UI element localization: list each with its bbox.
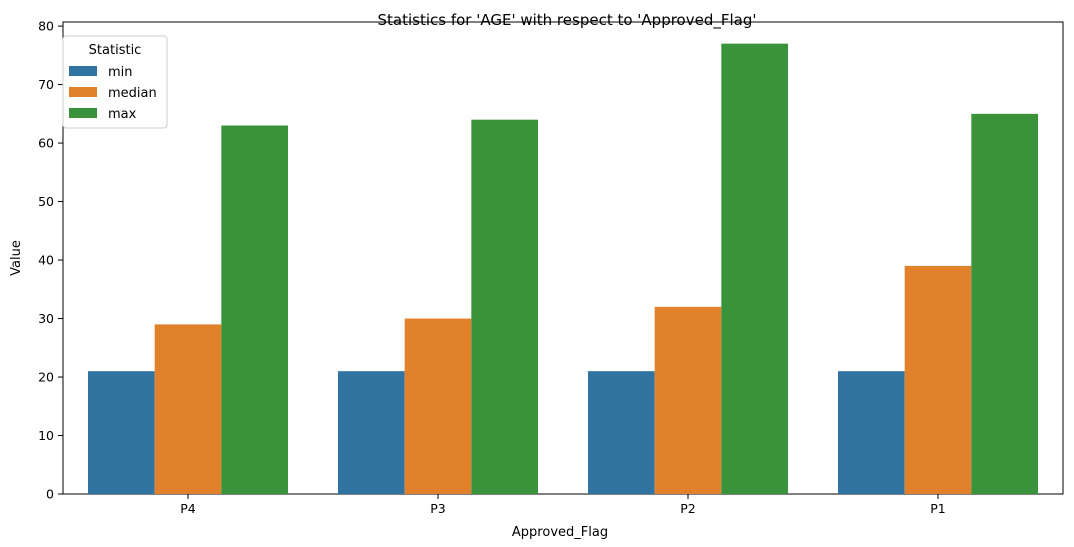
bars: [88, 43, 1038, 495]
bar-median-p3: [404, 318, 472, 494]
bar-max-p3: [471, 119, 538, 495]
plot-area: [62, 21, 1064, 495]
y-tick-label: 40: [38, 253, 54, 268]
y-tick-label: 0: [46, 487, 54, 502]
bar-min-p4: [88, 371, 155, 494]
bar-min-p3: [338, 371, 405, 494]
y-axis: 0 10 20 30 40 50 60 70 80: [38, 19, 63, 502]
legend-title: Statistic: [89, 43, 142, 58]
bar-max-p2: [721, 43, 788, 494]
x-tick-label-p3: P3: [430, 501, 446, 516]
legend-swatch-max: [69, 108, 97, 118]
legend-label-max: max: [108, 107, 137, 122]
y-tick-label: 10: [38, 428, 54, 443]
y-axis-label: Value: [9, 240, 24, 276]
bar-median-p1: [904, 265, 972, 494]
y-tick-label: 70: [38, 77, 54, 92]
y-tick-label: 50: [38, 194, 54, 209]
bar-max-p1: [971, 113, 1038, 494]
y-tick-label: 20: [38, 370, 54, 385]
legend-label-median: median: [108, 86, 157, 101]
x-tick-label-p2: P2: [680, 501, 696, 516]
x-axis: P4 P3 P2 P1: [180, 494, 946, 516]
legend-swatch-min: [69, 66, 97, 76]
x-tick-label-p1: P1: [930, 501, 946, 516]
bar-median-p4: [154, 324, 222, 494]
legend-swatch-median: [69, 87, 97, 97]
legend: Statistic min median max: [62, 35, 168, 129]
y-tick-label: 30: [38, 311, 54, 326]
bar-max-p4: [221, 125, 288, 495]
legend-label-min: min: [108, 65, 133, 80]
legend-box: [62, 35, 168, 129]
y-tick-label: 60: [38, 136, 54, 151]
x-axis-label: Approved_Flag: [512, 525, 608, 540]
bar-median-p2: [654, 306, 722, 494]
bar-min-p1: [838, 371, 905, 494]
y-tick-label: 80: [38, 19, 54, 34]
bar-min-p2: [588, 371, 655, 494]
chart-title: Statistics for 'AGE' with respect to 'Ap…: [378, 11, 757, 30]
x-tick-label-p4: P4: [180, 501, 196, 516]
